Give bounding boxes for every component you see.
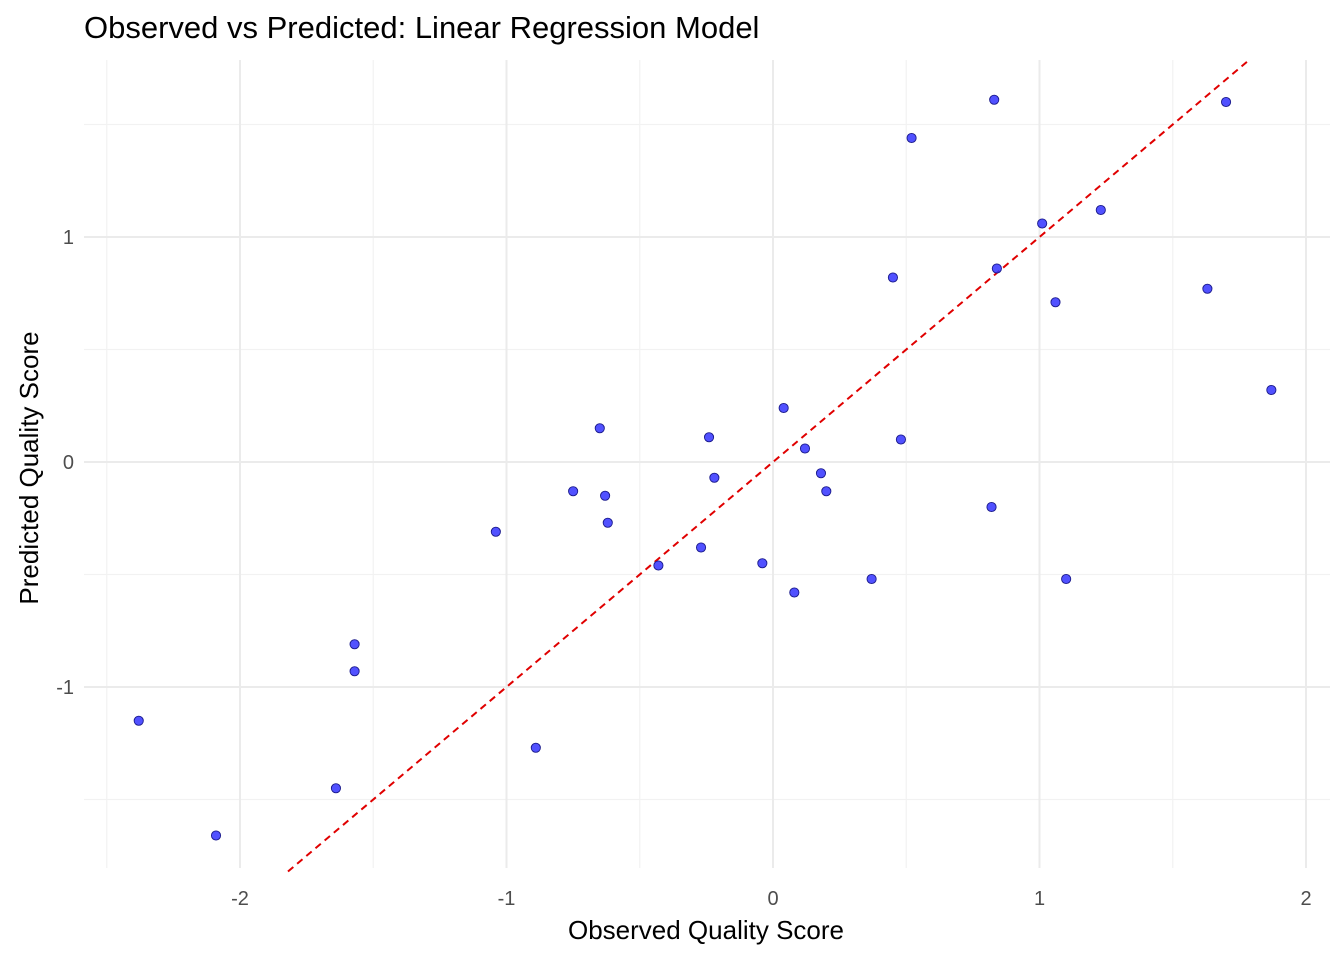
data-point — [1061, 573, 1072, 585]
data-point — [895, 434, 906, 445]
data-point — [1221, 96, 1232, 108]
data-point — [778, 402, 789, 414]
data-point — [1050, 297, 1061, 308]
reference-line-layer — [287, 60, 1249, 873]
data-point — [709, 472, 720, 483]
grid-major — [84, 60, 1330, 868]
data-point — [568, 486, 579, 497]
y-axis-ticks: -1 0 1 — [56, 227, 74, 699]
chart-title: Observed vs Predicted: Linear Regression… — [84, 10, 760, 45]
data-point — [757, 558, 768, 569]
x-tick-label: -1 — [498, 888, 516, 910]
data-point — [490, 526, 501, 537]
data-point — [906, 132, 917, 144]
reference-line — [287, 60, 1249, 873]
data-point — [210, 830, 222, 841]
data-point — [989, 94, 1000, 105]
grid-minor — [84, 60, 1330, 868]
data-point — [799, 443, 811, 454]
data-point — [821, 486, 832, 497]
data-point — [349, 639, 360, 650]
y-tick-label: -1 — [56, 677, 74, 699]
data-point — [600, 490, 611, 501]
data-point — [594, 423, 605, 434]
y-tick-label: 1 — [63, 227, 74, 249]
data-point — [887, 272, 898, 283]
data-point — [789, 587, 800, 598]
data-point — [133, 715, 144, 726]
data-point — [330, 783, 341, 794]
data-point — [1037, 218, 1048, 229]
data-point — [703, 432, 715, 443]
data-point — [602, 517, 613, 528]
data-point — [1095, 204, 1106, 216]
x-tick-label: -2 — [231, 888, 249, 910]
data-point — [815, 468, 827, 479]
y-axis-title: Predicted Quality Score — [14, 331, 44, 604]
data-point — [695, 542, 707, 553]
data-point — [653, 560, 664, 571]
data-point — [986, 501, 997, 513]
data-point — [1266, 384, 1277, 396]
y-tick-label: 0 — [63, 452, 74, 474]
data-point — [349, 666, 360, 677]
x-tick-label: 2 — [1300, 888, 1311, 910]
data-point — [866, 573, 877, 585]
data-point — [530, 742, 541, 753]
data-point — [1202, 283, 1213, 294]
points-layer — [133, 94, 1277, 841]
x-axis-ticks: -2 -1 0 1 2 — [231, 888, 1311, 910]
x-tick-label: 0 — [767, 888, 778, 910]
x-axis-title: Observed Quality Score — [568, 915, 844, 945]
data-point — [991, 263, 1002, 274]
x-tick-label: 1 — [1034, 888, 1045, 910]
